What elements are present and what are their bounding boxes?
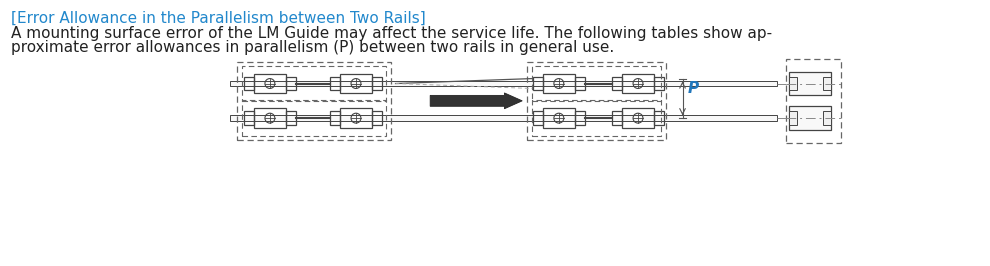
Bar xyxy=(653,77,663,90)
Bar xyxy=(823,111,831,125)
Bar xyxy=(331,77,341,90)
Bar xyxy=(612,111,622,125)
Bar xyxy=(254,74,286,93)
Bar xyxy=(823,77,831,90)
Bar xyxy=(574,77,584,90)
Bar xyxy=(243,100,386,136)
FancyArrow shape xyxy=(431,93,522,109)
Bar xyxy=(622,108,653,128)
Bar xyxy=(789,106,831,130)
Bar xyxy=(622,74,653,93)
Bar xyxy=(341,108,372,128)
Bar xyxy=(245,77,254,90)
Bar xyxy=(245,111,254,125)
Bar xyxy=(527,62,665,140)
Bar xyxy=(243,66,386,101)
Bar xyxy=(533,111,543,125)
Bar xyxy=(533,77,543,90)
Bar xyxy=(789,72,831,95)
Bar xyxy=(543,108,574,128)
Bar xyxy=(286,77,296,90)
Bar xyxy=(574,111,584,125)
Text: [Error Allowance in the Parallelism between Two Rails]: [Error Allowance in the Parallelism betw… xyxy=(11,11,426,26)
Bar xyxy=(653,111,663,125)
Bar xyxy=(532,100,660,136)
Bar xyxy=(341,74,372,93)
Bar xyxy=(331,111,341,125)
Text: P: P xyxy=(687,81,699,96)
Bar xyxy=(238,62,391,140)
Text: A mounting surface error of the LM Guide may affect the service life. The follow: A mounting surface error of the LM Guide… xyxy=(11,26,772,41)
Bar xyxy=(789,111,797,125)
Bar xyxy=(231,81,776,86)
Bar xyxy=(286,111,296,125)
Bar xyxy=(254,108,286,128)
Bar xyxy=(789,77,797,90)
Bar xyxy=(612,77,622,90)
Text: proximate error allowances in parallelism (P) between two rails in general use.: proximate error allowances in parallelis… xyxy=(11,40,614,55)
Bar xyxy=(372,77,382,90)
Bar xyxy=(786,59,841,143)
Bar xyxy=(543,74,574,93)
Bar xyxy=(372,111,382,125)
Bar xyxy=(532,66,660,101)
Bar xyxy=(231,115,776,121)
